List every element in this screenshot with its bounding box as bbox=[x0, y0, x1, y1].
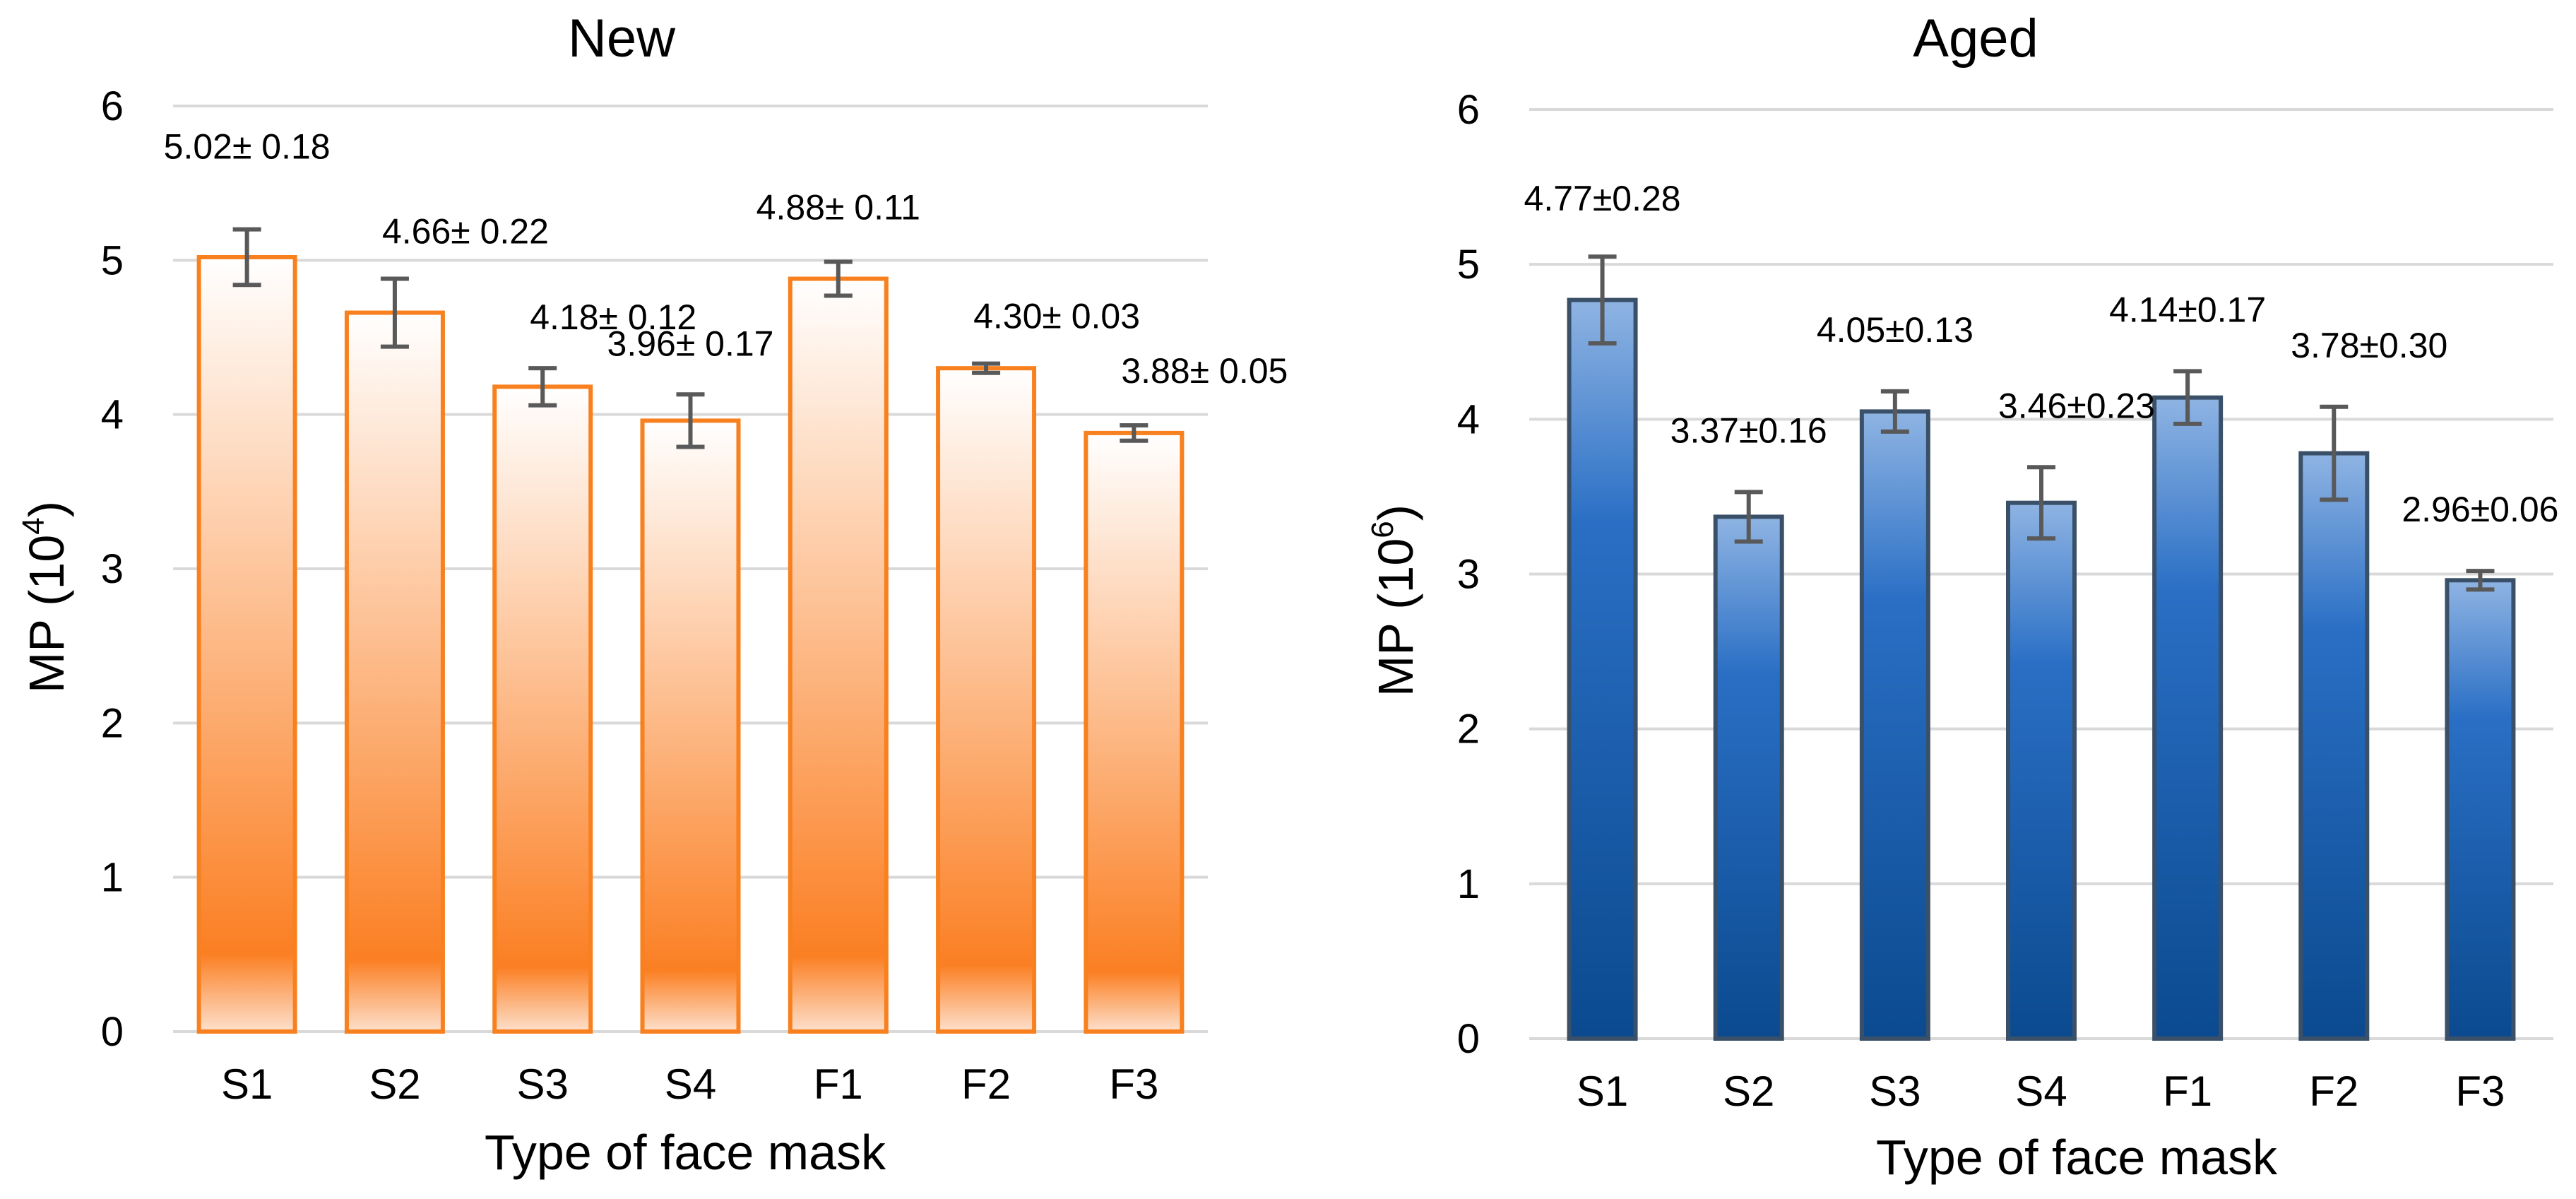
data-label-f2: 3.78±0.30 bbox=[2291, 326, 2447, 365]
x-tick-label: F3 bbox=[2455, 1068, 2505, 1115]
chart-new-bars bbox=[196, 254, 1185, 1034]
chart-aged-data-labels: 4.77±0.28 3.37±0.16 4.05±0.13 3.46±0.23 4.14… bbox=[1524, 179, 2559, 529]
x-tick-label: S2 bbox=[1723, 1068, 1774, 1115]
error-bar-s2 bbox=[380, 276, 409, 349]
y-tick-label: 0 bbox=[1457, 1016, 1480, 1062]
error-bar-s4 bbox=[2027, 465, 2055, 541]
bar-f2 bbox=[936, 366, 1037, 1034]
x-tick-label: S2 bbox=[369, 1061, 420, 1108]
data-label-s3: 4.05±0.13 bbox=[1817, 310, 1973, 350]
x-tick-label: S3 bbox=[1869, 1068, 1921, 1115]
data-label-f1: 4.14±0.17 bbox=[2109, 290, 2266, 329]
data-label-s2: 4.66± 0.22 bbox=[382, 212, 549, 252]
chart-new-data-labels: 5.02± 0.18 4.66± 0.22 4.18± 0.123.96± 0.17… bbox=[164, 127, 1288, 391]
chart-aged: Aged 0 1 2 3 4 5 6 4.77±0.28 3.37±0.16 4.05±0.13… bbox=[1365, 8, 2558, 1185]
chart-new: New 0 1 2 3 4 5 6 5.02± 0.18 4.66± 0.22 4.18± 0.… bbox=[16, 8, 1288, 1180]
data-label-f3: 3.88± 0.05 bbox=[1121, 351, 1288, 391]
chart-aged-y-ticks: 0 1 2 3 4 5 6 bbox=[1457, 87, 1480, 1062]
bar-f1 bbox=[788, 276, 889, 1034]
bar-s3 bbox=[492, 384, 593, 1034]
bar-f1 bbox=[2152, 395, 2224, 1041]
bar-f2 bbox=[2298, 451, 2370, 1041]
y-tick-label: 4 bbox=[1457, 396, 1480, 442]
error-bar-s3 bbox=[1880, 389, 1909, 434]
chart-aged-x-axis-label: Type of face mask bbox=[1876, 1130, 2278, 1185]
data-label-s1: 5.02± 0.18 bbox=[164, 127, 331, 167]
y-tick-label: 2 bbox=[1457, 707, 1480, 752]
chart-new-x-axis-label: Type of face mask bbox=[485, 1125, 886, 1180]
error-bar-f1 bbox=[824, 259, 853, 298]
chart-aged-y-axis-label: MP (106) bbox=[1365, 504, 1423, 697]
x-tick-label: S3 bbox=[517, 1061, 569, 1108]
y-tick-label: 1 bbox=[1457, 861, 1480, 907]
x-tick-label: S4 bbox=[665, 1061, 716, 1108]
chart-aged-error-bars bbox=[1588, 254, 2495, 592]
chart-aged-bars bbox=[1567, 297, 2516, 1041]
bar-f3 bbox=[1084, 430, 1185, 1034]
x-tick-label: F3 bbox=[1109, 1061, 1158, 1108]
y-tick-label: 0 bbox=[101, 1009, 124, 1055]
bar-s4 bbox=[2006, 500, 2077, 1041]
error-bar-f3 bbox=[1120, 423, 1148, 443]
data-label-f1: 4.88± 0.11 bbox=[756, 188, 920, 228]
error-bar-f2 bbox=[972, 361, 1001, 375]
y-tick-label: 1 bbox=[101, 855, 124, 901]
error-bar-f1 bbox=[2173, 369, 2202, 426]
x-tick-label: S4 bbox=[2015, 1068, 2067, 1115]
chart-new-y-axis-label: MP (104) bbox=[16, 501, 74, 693]
y-tick-label: 6 bbox=[1457, 87, 1480, 133]
data-label-f3: 2.96±0.06 bbox=[2402, 490, 2558, 529]
bar-s2 bbox=[344, 310, 445, 1034]
error-bar-s2 bbox=[1734, 490, 1763, 544]
bar-s2 bbox=[1713, 514, 1784, 1041]
error-bar-s1 bbox=[1588, 254, 1617, 345]
data-label-s4: 3.96± 0.17 bbox=[607, 324, 774, 363]
x-tick-label: F1 bbox=[814, 1061, 863, 1108]
chart-aged-title: Aged bbox=[1913, 8, 2038, 69]
bar-s3 bbox=[1859, 409, 1930, 1041]
chart-aged-x-ticks: S1 S2 S3 S4 F1 F2 F3 bbox=[1577, 1068, 2505, 1115]
y-tick-label: 5 bbox=[1457, 242, 1480, 288]
x-tick-label: F2 bbox=[961, 1061, 1011, 1108]
y-tick-label: 2 bbox=[101, 700, 124, 746]
data-label-f2: 4.30± 0.03 bbox=[973, 297, 1140, 336]
data-label-s2: 3.37±0.16 bbox=[1670, 411, 1827, 450]
y-tick-label: 4 bbox=[101, 392, 124, 438]
x-tick-label: F1 bbox=[2163, 1068, 2212, 1115]
data-label-s4: 3.46±0.23 bbox=[1998, 386, 2155, 425]
chart-new-error-bars bbox=[232, 227, 1148, 449]
x-tick-label: F2 bbox=[2309, 1068, 2358, 1115]
error-bar-s1 bbox=[232, 227, 261, 288]
x-tick-label: S1 bbox=[221, 1061, 273, 1108]
bar-f3 bbox=[2445, 578, 2516, 1041]
data-label-s3: 4.18± 0.12 bbox=[530, 297, 696, 337]
chart-new-title: New bbox=[568, 8, 676, 69]
y-tick-label: 5 bbox=[101, 237, 124, 283]
bar-s1 bbox=[196, 254, 297, 1034]
y-tick-label: 6 bbox=[101, 83, 124, 129]
error-bar-f2 bbox=[2320, 404, 2349, 502]
error-bar-f3 bbox=[2466, 569, 2495, 592]
chart-new-x-ticks: S1 S2 S3 S4 F1 F2 F3 bbox=[221, 1061, 1158, 1108]
data-label-s1: 4.77±0.28 bbox=[1524, 179, 1681, 218]
bar-s4 bbox=[640, 418, 741, 1034]
error-bar-s4 bbox=[676, 392, 705, 449]
x-tick-label: S1 bbox=[1577, 1068, 1628, 1115]
bar-s1 bbox=[1567, 297, 1638, 1041]
y-tick-label: 3 bbox=[1457, 552, 1480, 598]
y-tick-label: 3 bbox=[101, 546, 124, 592]
error-bar-s3 bbox=[528, 366, 557, 408]
chart-new-y-ticks: 0 1 2 3 4 5 6 bbox=[101, 83, 124, 1055]
